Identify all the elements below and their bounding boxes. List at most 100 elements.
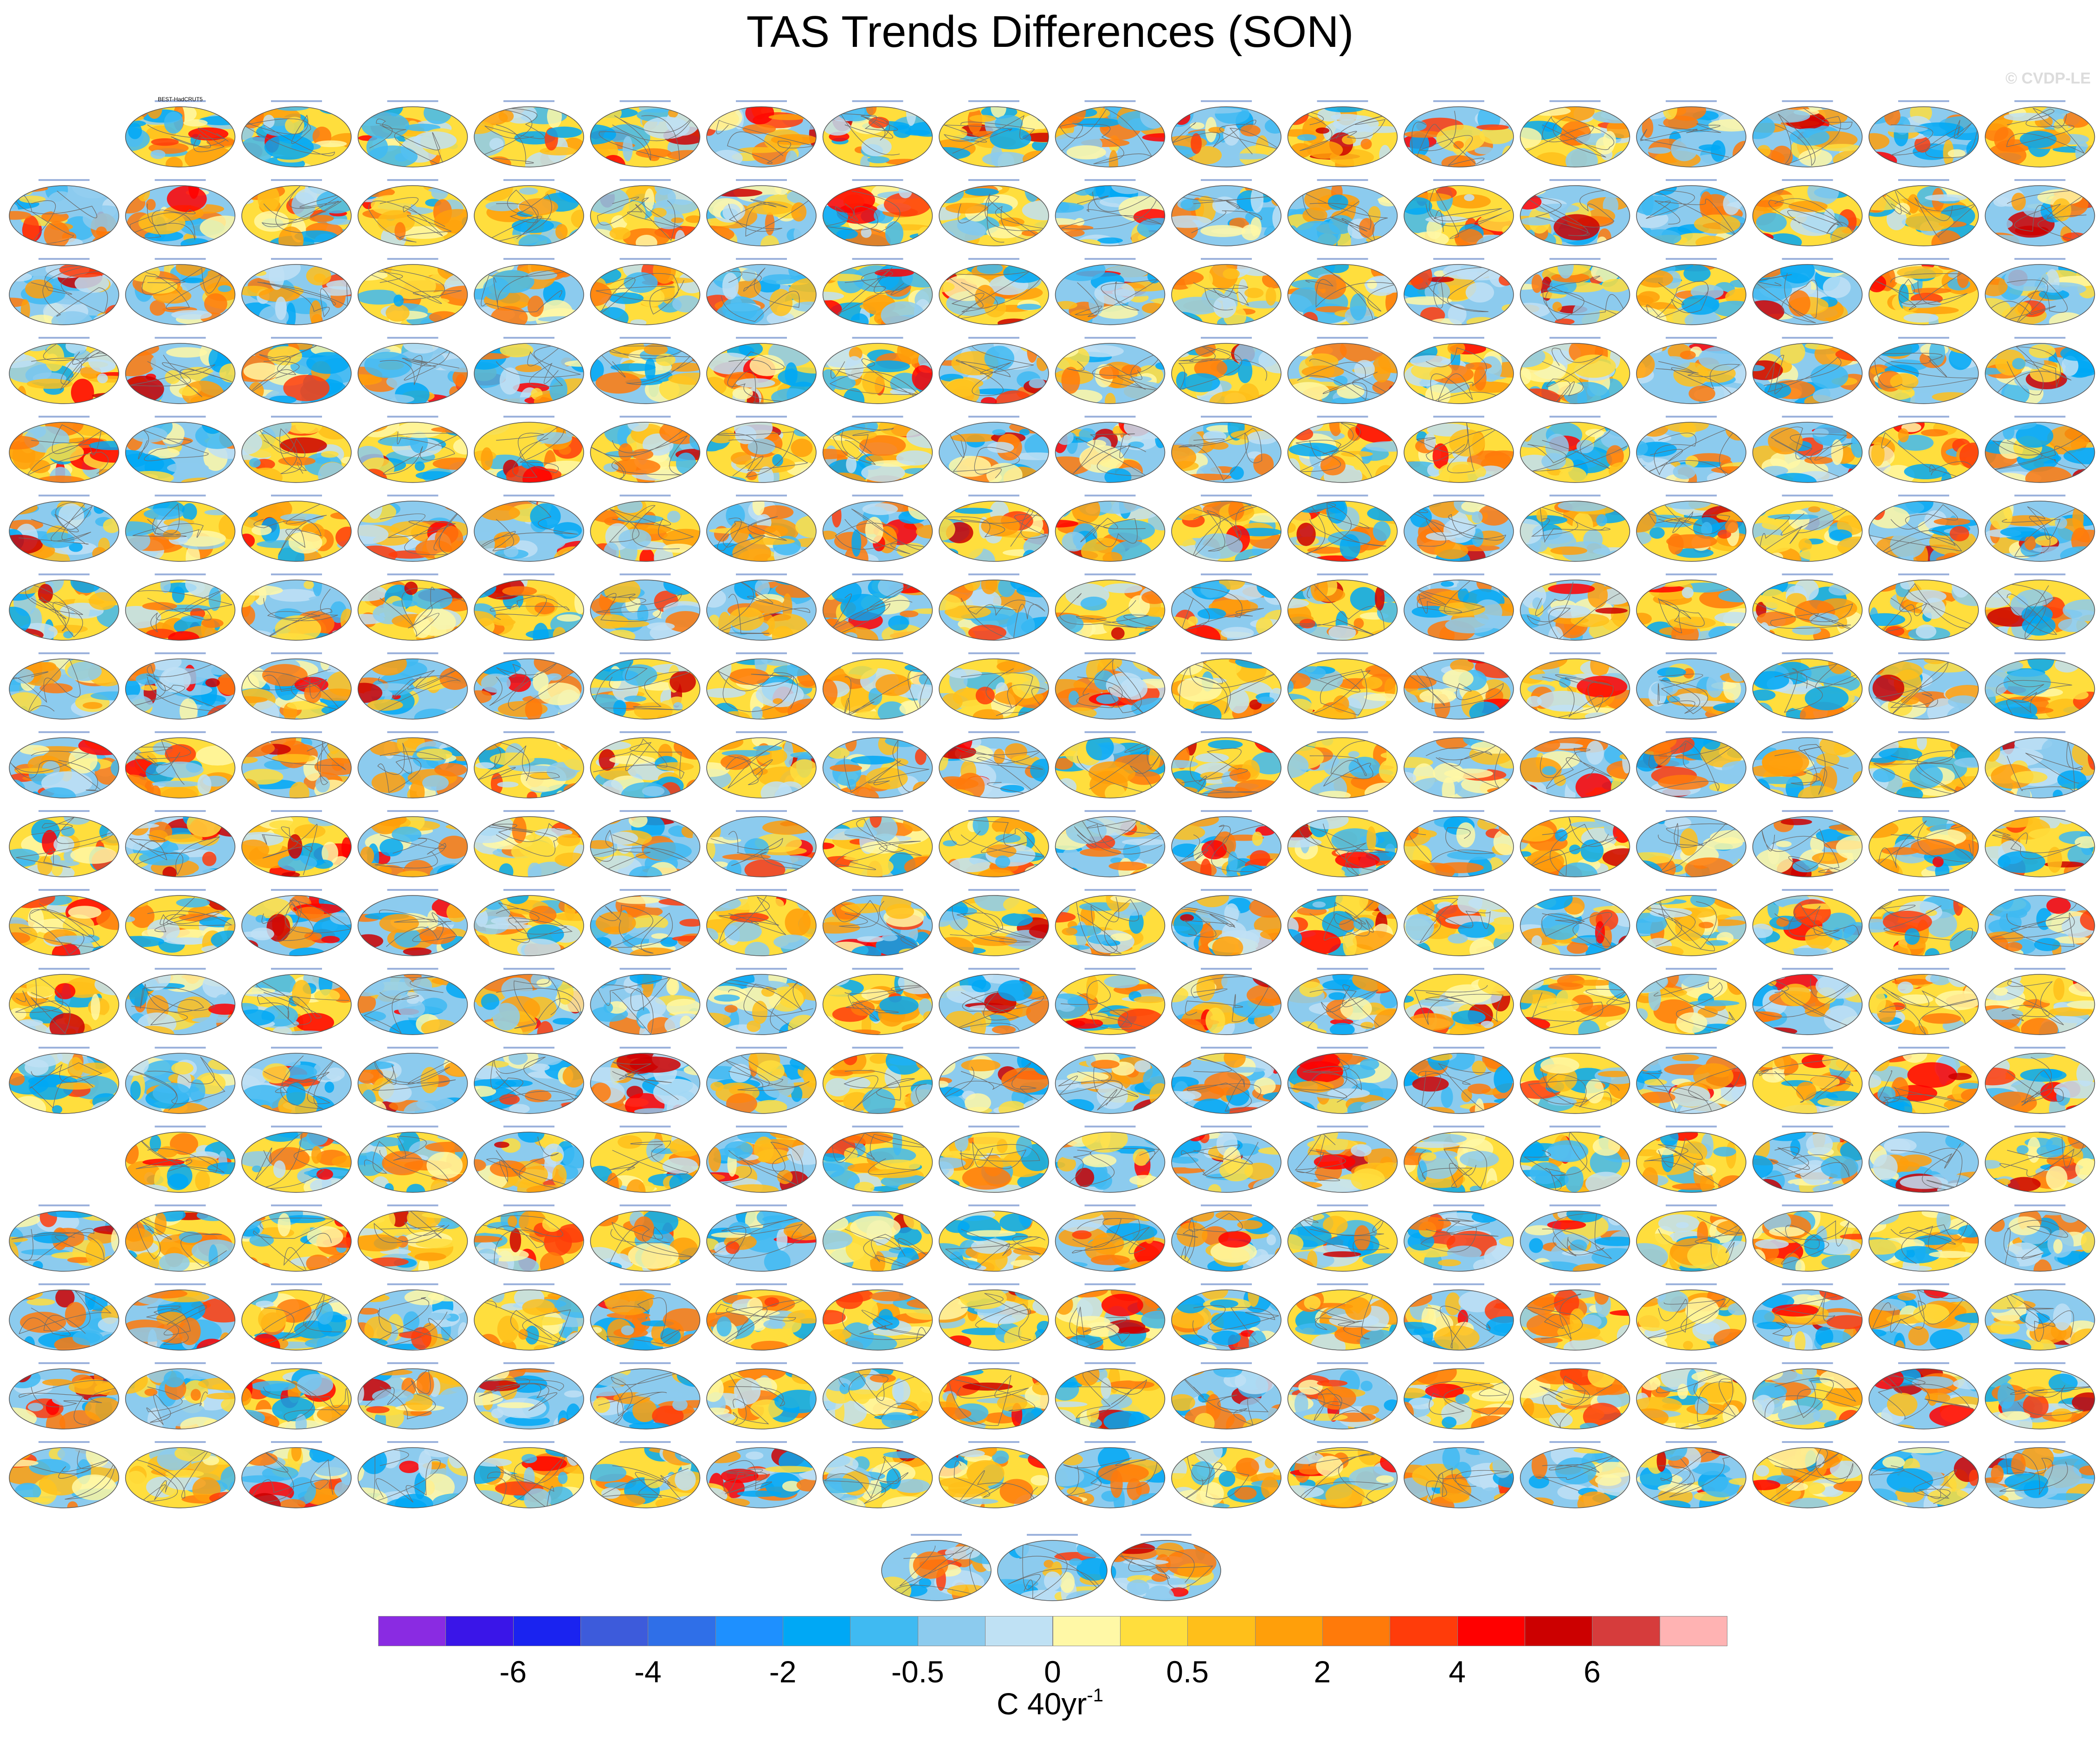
map-panel-label-mark: [1549, 1047, 1601, 1049]
map-panel-label-mark: [503, 1362, 554, 1364]
map-panel-outline: [706, 1132, 817, 1193]
map-panel-outline: [590, 580, 701, 641]
map-panel-label-mark: [1898, 968, 1949, 970]
map-panel-label-mark: [1549, 1362, 1601, 1364]
map-panel: [590, 659, 700, 719]
map-panel-outline: [822, 185, 933, 246]
map-panel-outline: [1404, 1132, 1514, 1193]
map-panel-label-mark: [1782, 100, 1833, 102]
map-panel: [242, 107, 351, 167]
map-panel: [1869, 580, 1978, 640]
map-panel: [823, 343, 933, 404]
map-panel: [1636, 501, 1746, 561]
map-panel: [1520, 1132, 1630, 1192]
map-panel-label-mark: [1549, 573, 1601, 575]
map-panel: [590, 501, 700, 561]
map-panel-label-mark: [1201, 1441, 1252, 1443]
map-panel: [1985, 659, 2095, 719]
map-panel: [1404, 1448, 1514, 1508]
map-panel-outline: [1984, 1211, 2095, 1272]
map-panel: [1869, 1369, 1978, 1429]
map-panel-label-mark: [155, 100, 206, 102]
map-panel-label-mark: [619, 573, 671, 575]
map-panel-outline: [1287, 1053, 1398, 1114]
colorbar-tick-label: -2: [769, 1655, 797, 1689]
map-panel-outline: [1171, 1053, 1282, 1114]
map-panel-label-mark: [1084, 495, 1136, 496]
map-panel-outline: [1404, 501, 1514, 562]
map-panel-label-mark: [39, 258, 90, 260]
first-panel-label: BEST-HadCRUT5: [158, 96, 203, 103]
map-panel-label-mark: [387, 1126, 438, 1127]
map-panel-outline: [1868, 1211, 1979, 1272]
map-panel: [1985, 107, 2095, 167]
map-panel-outline: [1111, 1540, 1221, 1601]
map-panel: [358, 501, 468, 561]
map-panel-label-mark: [387, 179, 438, 181]
map-panel: [1172, 343, 1281, 404]
map-panel-label-mark: [1084, 337, 1136, 339]
map-panel-label-mark: [1898, 1441, 1949, 1443]
colorbar: -6 -4 -2 -0.5 0 0.5 2 4 6: [378, 1616, 1727, 1689]
map-panel-label-mark: [1549, 258, 1601, 260]
map-panel-outline: [939, 974, 1049, 1035]
map-panel-outline: [1752, 580, 1863, 641]
map-panel-outline: [357, 816, 468, 877]
map-panel-label-mark: [1549, 337, 1601, 339]
map-panel-outline: [1171, 1132, 1282, 1193]
map-panel: [939, 264, 1049, 325]
map-panel-label-mark: [852, 968, 903, 970]
map-panel-label-mark: [852, 100, 903, 102]
map-panel: [1520, 895, 1630, 956]
map-panel-label-mark: [1666, 731, 1717, 733]
map-panel-label-mark: [503, 889, 554, 891]
map-panel-outline: [125, 264, 236, 325]
map-panel: [474, 895, 584, 956]
map-panel-label-mark: [2014, 337, 2066, 339]
map-panel-label-mark: [968, 100, 1019, 102]
map-panel: [1869, 974, 1978, 1035]
map-panel-outline: [241, 737, 352, 798]
map-panel-outline: [9, 185, 119, 246]
map-panel-label-mark: [39, 731, 90, 733]
map-panel-outline: [125, 185, 236, 246]
colorbar-box: [1255, 1616, 1323, 1646]
map-panel: [707, 817, 816, 877]
map-panel-outline: [1055, 501, 1166, 562]
map-panel: [1520, 1211, 1630, 1271]
map-panel: [1055, 422, 1165, 483]
map-panel: [358, 974, 468, 1035]
map-panel: [358, 817, 468, 877]
map-panel: [358, 186, 468, 246]
map-panel-label-mark: [503, 416, 554, 418]
map-panel-label-mark: [503, 495, 554, 496]
map-panel: [1288, 1448, 1398, 1508]
map-panel-outline: [590, 1289, 701, 1351]
map-panel-label-mark: [503, 1441, 554, 1443]
map-panel-outline: [357, 658, 468, 720]
map-panel-outline: [706, 1447, 817, 1508]
map-panel-outline: [1636, 1053, 1746, 1114]
map-panel-label-mark: [619, 1047, 671, 1049]
map-panel-outline: [1984, 1289, 2095, 1351]
colorbar-box: [648, 1616, 716, 1646]
map-panel: [1288, 1211, 1398, 1271]
map-panel-label-mark: [852, 179, 903, 181]
map-panel: [125, 659, 235, 719]
map-panel-outline: [1752, 422, 1863, 483]
map-panel: [590, 186, 700, 246]
map-panel-label-mark: [1549, 731, 1601, 733]
map-panel: [9, 264, 119, 325]
map-panel-label-mark: [387, 1441, 438, 1443]
map-panel-outline: [939, 264, 1049, 325]
map-panel: [1869, 107, 1978, 167]
map-panel-label-mark: [503, 810, 554, 812]
map-panel-outline: [357, 264, 468, 325]
map-panel: [474, 1448, 584, 1508]
map-panel-label-mark: [271, 1047, 322, 1049]
map-panel-label-mark: [155, 731, 206, 733]
map-panel-label-mark: [1084, 968, 1136, 970]
colorbar-box: [985, 1616, 1053, 1646]
map-panel-label-mark: [1898, 100, 1949, 102]
map-panel: [1520, 501, 1630, 561]
